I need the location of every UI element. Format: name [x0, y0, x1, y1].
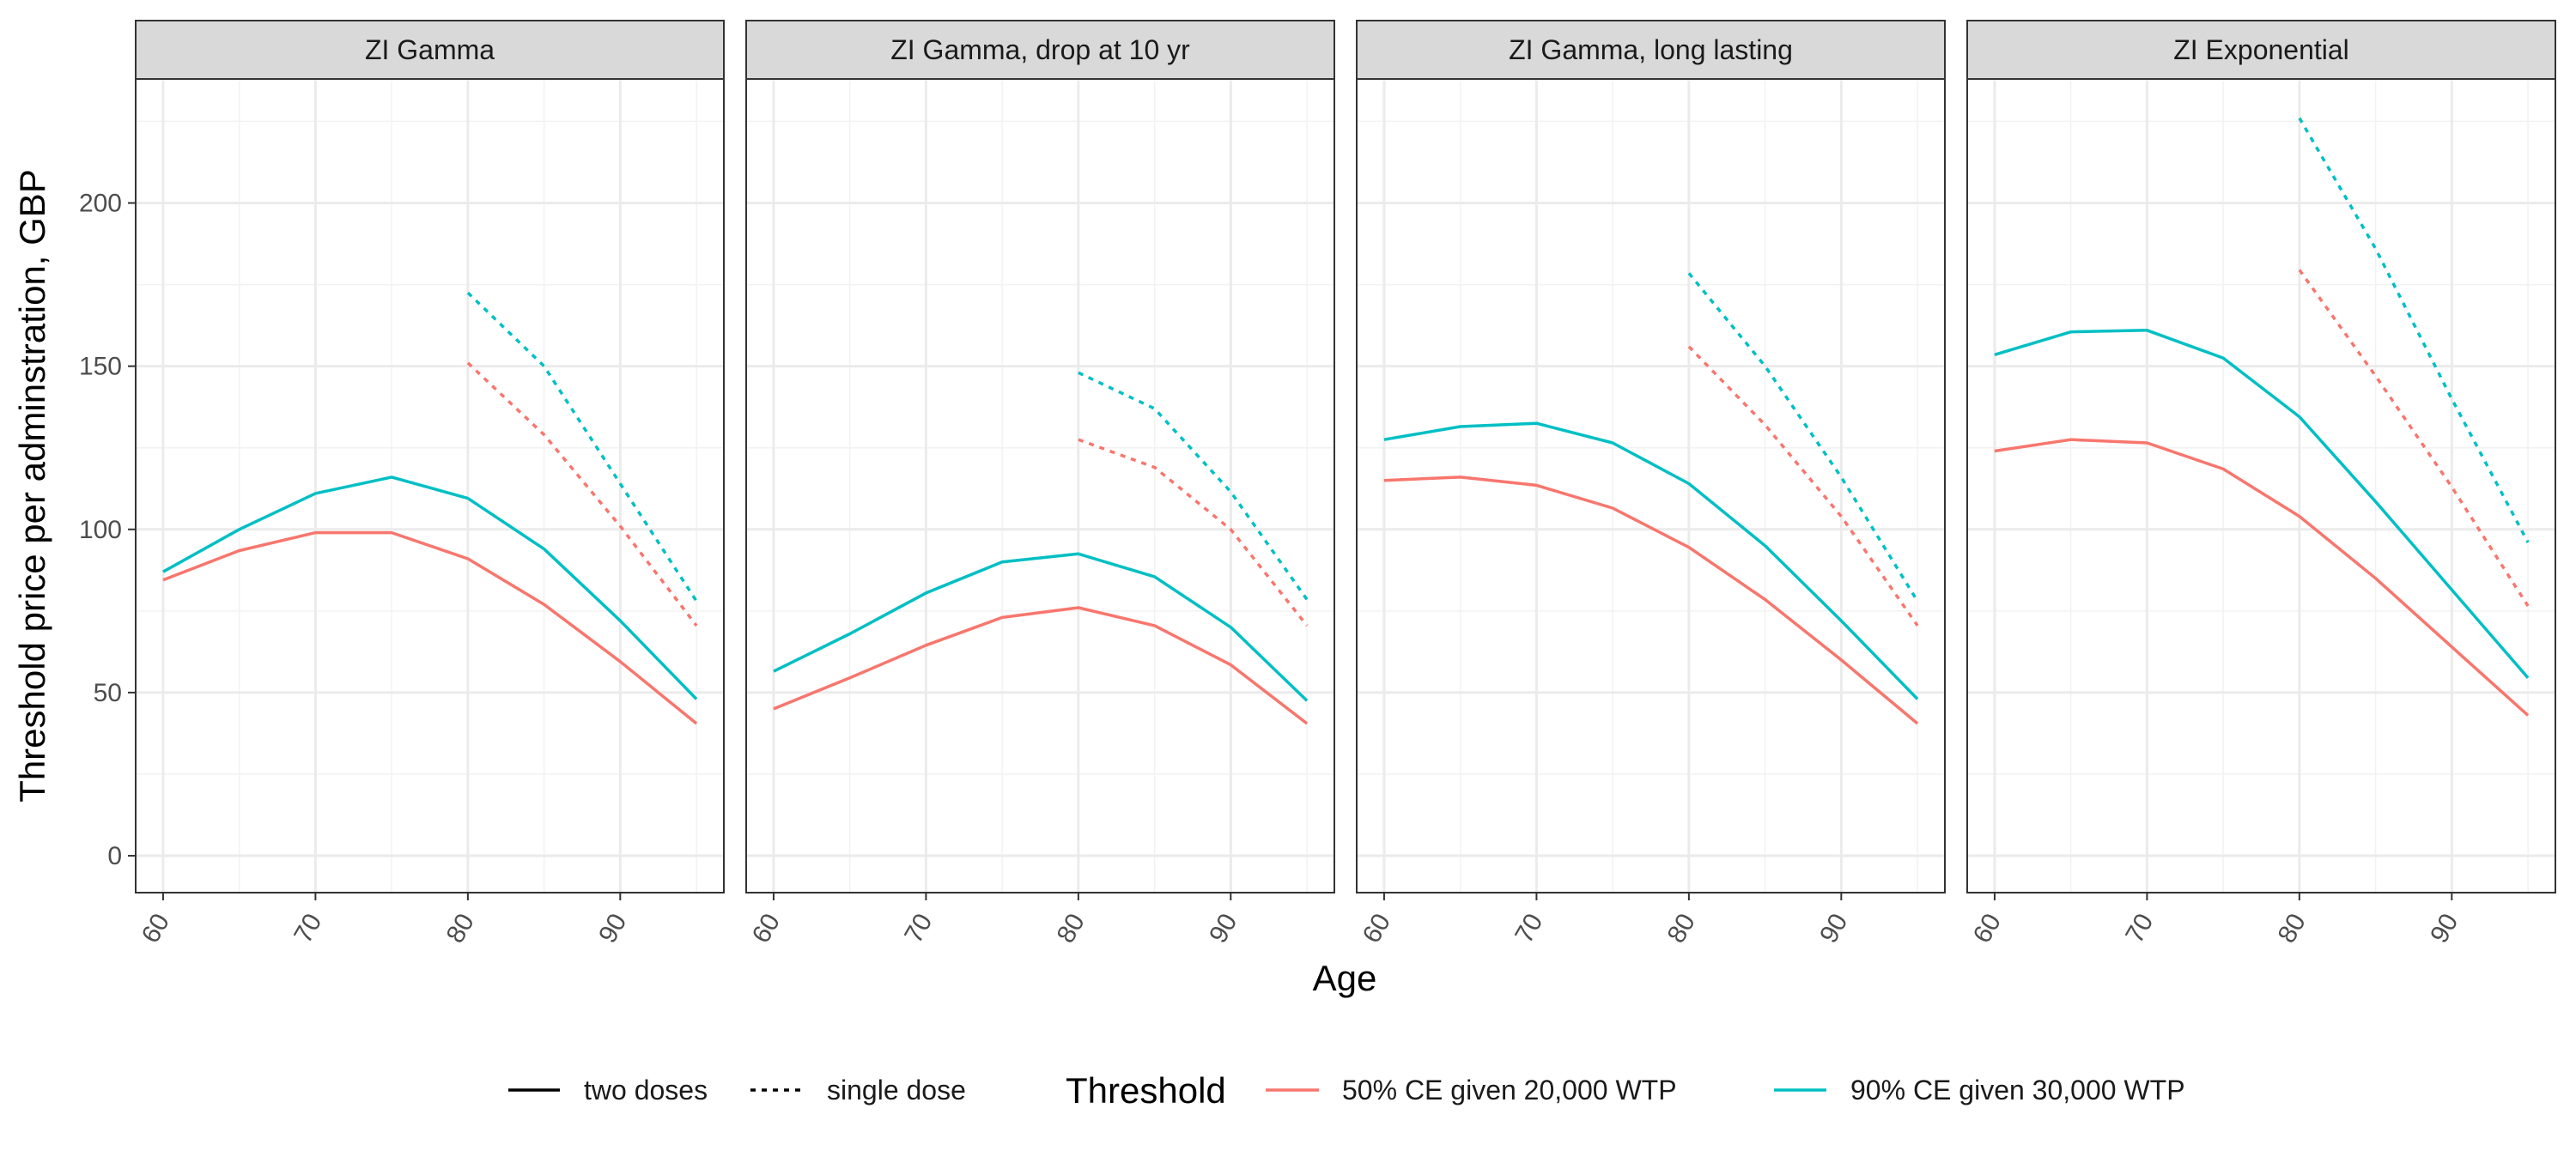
panel-title: ZI Gamma, long lasting: [1509, 34, 1793, 65]
y-tick-label: 200: [79, 190, 122, 218]
series-line-two-doses-ce90: [1383, 421, 1919, 700]
panel-2: ZI Gamma, drop at 10 yr 60 70 80 90: [745, 20, 1335, 948]
series-line-single-dose-ce50: [1078, 438, 1309, 627]
x-tick-label: 60: [137, 909, 175, 948]
panel-border: [1966, 78, 2556, 893]
x-tick-label: 70: [2120, 909, 2159, 948]
legend-title: Threshold: [1066, 1070, 1226, 1111]
panel-title: ZI Exponential: [2173, 34, 2349, 65]
panel-4: ZI Exponential 60 70 80 90: [1966, 20, 2556, 948]
x-tick-label: 80: [1052, 909, 1091, 948]
panel-grid: [1967, 79, 2555, 893]
panel-strip: [1356, 20, 1946, 80]
series-line-single-dose-ce90: [2298, 117, 2530, 543]
panel-border: [745, 78, 1335, 893]
legend-label: 50% CE given 20,000 WTP: [1342, 1075, 1677, 1105]
series-line-two-doses-ce90: [773, 552, 1309, 702]
panel-title: ZI Gamma: [365, 34, 495, 65]
y-axis-title: Threshold price per adminstration, GBP: [12, 169, 52, 803]
legend-label: 90% CE given 30,000 WTP: [1850, 1075, 2185, 1105]
x-tick-label: 80: [441, 909, 480, 948]
panel-title: ZI Gamma, drop at 10 yr: [890, 34, 1190, 65]
legend-label: single dose: [827, 1075, 966, 1105]
x-tick-label: 60: [1968, 909, 2007, 948]
panel-grid: [1357, 79, 1945, 893]
x-tick-label: 70: [1510, 909, 1548, 948]
series-line-two-doses-ce90: [162, 475, 698, 700]
panel-border: [135, 78, 725, 893]
series-line-single-dose-ce50: [1687, 345, 1919, 627]
series-line-two-doses-ce50: [1994, 438, 2530, 717]
series-line-single-dose-ce90: [466, 291, 698, 603]
panel-3: ZI Gamma, long lasting 60 70 80 90: [1356, 20, 1946, 948]
panel-grid: [136, 79, 724, 893]
x-tick-label: 90: [593, 909, 632, 948]
series-line-two-doses-ce50: [1383, 475, 1919, 725]
x-tick-label: 90: [1204, 909, 1242, 948]
panel-1: ZI Gamma 60 70 80 90: [135, 20, 725, 948]
x-axis-title: Age: [1313, 958, 1377, 998]
series-line-two-doses-ce90: [1994, 329, 2530, 679]
x-tick-label: 90: [1814, 909, 1853, 948]
x-tick-label: 80: [1662, 909, 1701, 948]
x-tick-label: 60: [1358, 909, 1396, 948]
legend: two doses single dose Threshold 50% CE give…: [508, 1070, 2185, 1111]
y-tick-label: 0: [107, 842, 122, 870]
panel-border: [1356, 78, 1946, 893]
series-line-single-dose-ce50: [2298, 269, 2530, 608]
y-tick-label: 50: [94, 679, 122, 707]
series-line-single-dose-ce90: [1687, 272, 1919, 603]
series-line-two-doses-ce50: [773, 606, 1309, 725]
panel-grid: [746, 79, 1334, 893]
series-line-two-doses-ce50: [162, 530, 698, 725]
x-tick-label: 60: [747, 909, 786, 948]
panel-strip: [135, 20, 725, 80]
x-tick-label: 90: [2425, 909, 2464, 948]
y-tick-label: 100: [79, 516, 122, 544]
x-tick-label: 80: [2273, 909, 2312, 948]
x-tick-label: 70: [289, 909, 327, 948]
y-tick-label: 150: [79, 353, 122, 381]
panel-strip: [1966, 20, 2556, 80]
legend-label: two doses: [584, 1075, 708, 1105]
x-tick-label: 70: [899, 909, 938, 948]
